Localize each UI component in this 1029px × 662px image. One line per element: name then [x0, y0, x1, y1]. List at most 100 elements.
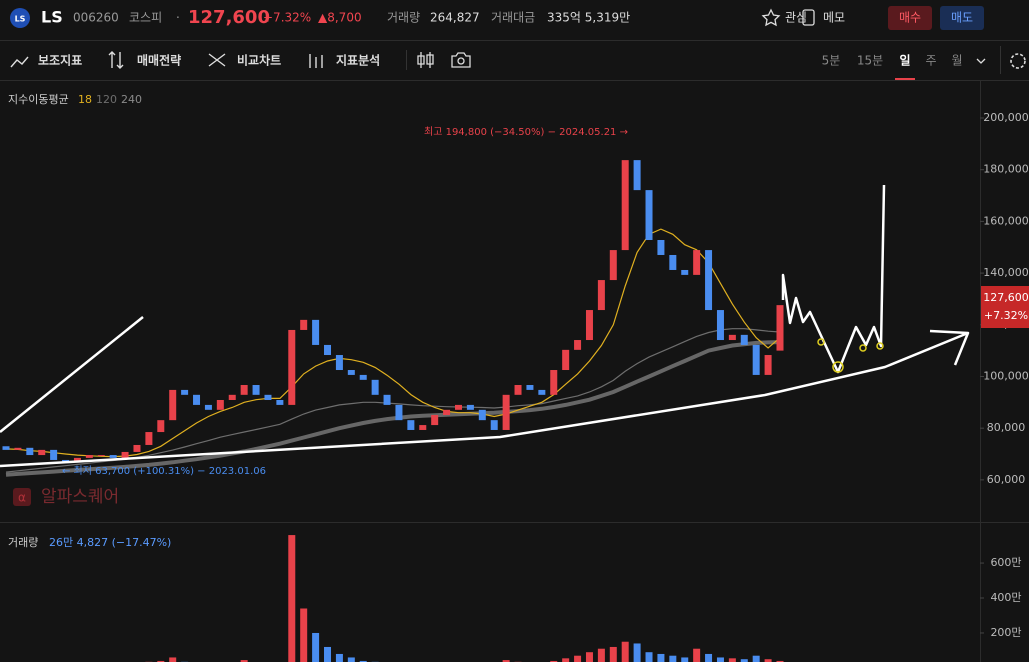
- camera-icon[interactable]: [457, 57, 465, 65]
- candle: [395, 404, 403, 421]
- candle: [97, 455, 105, 457]
- volume-bar: [502, 660, 510, 662]
- icon[interactable]: [10, 56, 29, 68]
- camera-icon[interactable]: [451, 52, 471, 68]
- volume-bar: [609, 646, 617, 662]
- candle: [609, 250, 617, 281]
- candle: [300, 319, 308, 330]
- candle-icon[interactable]: [417, 52, 434, 68]
- legend-entry: 240: [121, 93, 142, 106]
- period-button[interactable]: 주: [925, 54, 936, 68]
- candle: [216, 399, 224, 410]
- tool-button[interactable]: 지표분석: [336, 53, 380, 68]
- watermark-logo: [13, 488, 31, 506]
- memo-icon[interactable]: [802, 9, 815, 26]
- price: 127,600: [188, 7, 270, 28]
- star-icon[interactable]: [761, 8, 781, 27]
- period-button[interactable]: 15분: [857, 54, 883, 68]
- price-tag-price: 127,600: [983, 291, 1029, 304]
- candle: [633, 160, 641, 191]
- memo-button[interactable]: 메모: [823, 11, 845, 25]
- amount: 335억 5,319만: [547, 11, 630, 25]
- stock-name: LS: [41, 8, 63, 27]
- dropdown[interactable]: [976, 58, 986, 64]
- volume-bar: [705, 653, 713, 662]
- candle: [109, 455, 117, 458]
- candle: [252, 385, 260, 395]
- volume-bar: [681, 657, 689, 662]
- separator: ·: [176, 11, 180, 25]
- candle: [383, 394, 391, 405]
- candle: [85, 455, 93, 458]
- candle: [193, 394, 201, 405]
- panel-subtitle: 26만 4,827 (−17.47%): [49, 536, 171, 549]
- volume-bar: [633, 643, 641, 662]
- candle: [121, 451, 129, 458]
- candle: [419, 425, 427, 430]
- trend-line: [0, 331, 969, 468]
- y-tick-label: 400만: [990, 591, 1021, 604]
- candle: [574, 340, 582, 350]
- stock-code: 006260: [73, 11, 119, 25]
- change: ▲8,700: [318, 11, 362, 25]
- amount-label: 거래대금: [491, 11, 535, 25]
- period-button[interactable]: 5분: [822, 54, 841, 68]
- candle: [585, 310, 593, 341]
- volume-bar: [693, 648, 701, 662]
- market: 코스피: [129, 11, 162, 25]
- candle: [466, 404, 474, 410]
- tool-button[interactable]: 보조지표: [38, 53, 82, 68]
- candle: [526, 385, 534, 390]
- candle: [705, 250, 713, 311]
- candle: [693, 250, 701, 275]
- volume-bar: [562, 658, 570, 662]
- active-indicator: [895, 78, 915, 80]
- candle: [728, 334, 736, 341]
- volume-bar: [324, 646, 332, 662]
- candle: [204, 404, 212, 410]
- y-tick-label: 200,000: [983, 111, 1029, 124]
- watch-button[interactable]: 관심: [785, 11, 807, 25]
- volume-bar: [669, 655, 677, 662]
- volume-bar: [728, 658, 736, 662]
- candle: [73, 457, 81, 463]
- settings-icon[interactable]: [1010, 53, 1026, 69]
- volume-bar: [740, 659, 748, 662]
- volume-bar: [288, 535, 296, 662]
- candle: [38, 449, 46, 456]
- buy-bg[interactable]: [888, 6, 932, 30]
- candle: [288, 329, 296, 405]
- volume-label: 거래량: [387, 11, 420, 25]
- candle: [752, 344, 760, 375]
- icon[interactable]: [108, 51, 124, 69]
- candle: [157, 420, 165, 433]
- candle: [431, 414, 439, 426]
- change-pct: +7.32%: [263, 11, 311, 25]
- tool-button[interactable]: 비교차트: [237, 53, 281, 68]
- buy-button[interactable]: 매수: [899, 11, 921, 25]
- sell-bg[interactable]: [940, 6, 984, 30]
- icon[interactable]: [208, 53, 226, 67]
- period-button[interactable]: 일: [899, 54, 910, 68]
- candle: [621, 160, 629, 251]
- annotation: 최고 194,800 (−34.50%) − 2024.05.21 →: [424, 126, 628, 138]
- tool-button[interactable]: 매매전략: [137, 53, 181, 68]
- candle: [240, 385, 248, 395]
- volume-bar: [776, 660, 784, 662]
- volume-bar: [621, 641, 629, 662]
- candle: [371, 379, 379, 395]
- candle: [443, 409, 451, 415]
- candle: [324, 344, 332, 356]
- candle: [347, 370, 355, 375]
- watermark: 알파스퀘어: [41, 487, 119, 507]
- icon[interactable]: [309, 54, 323, 68]
- candle: [145, 432, 153, 445]
- candle: [312, 319, 320, 345]
- candle: [133, 444, 141, 452]
- period-button[interactable]: 월: [951, 54, 962, 68]
- y-tick-label: 180,000: [983, 163, 1029, 176]
- candle: [776, 305, 784, 351]
- sell-button[interactable]: 매도: [951, 11, 973, 25]
- volume-bar: [645, 652, 653, 662]
